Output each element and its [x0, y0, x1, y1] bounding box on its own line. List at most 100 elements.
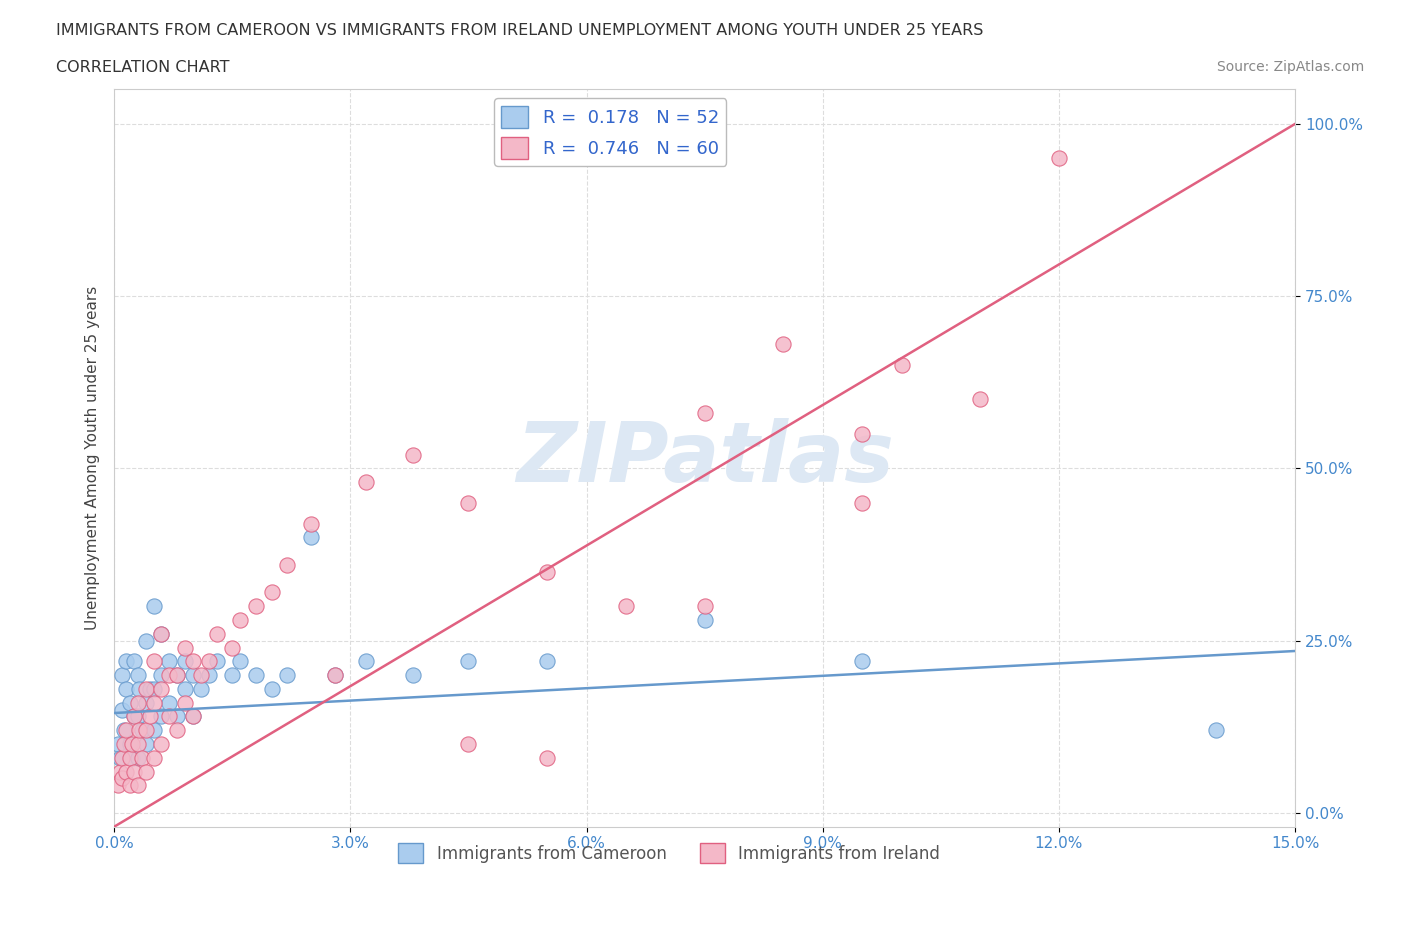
Point	[127, 696, 149, 711]
Point	[127, 751, 149, 765]
Point	[111, 668, 134, 683]
Point	[693, 613, 716, 628]
Point	[174, 696, 197, 711]
Point	[402, 668, 425, 683]
Point	[142, 682, 165, 697]
Point	[157, 696, 180, 711]
Point	[181, 654, 204, 669]
Legend: Immigrants from Cameroon, Immigrants from Ireland: Immigrants from Cameroon, Immigrants fro…	[392, 836, 946, 870]
Point	[122, 764, 145, 779]
Point	[299, 530, 322, 545]
Point	[111, 771, 134, 786]
Point	[181, 668, 204, 683]
Point	[142, 696, 165, 711]
Point	[1047, 151, 1070, 166]
Point	[127, 668, 149, 683]
Point	[457, 496, 479, 511]
Point	[693, 405, 716, 420]
Point	[221, 668, 243, 683]
Point	[851, 496, 873, 511]
Point	[245, 668, 267, 683]
Point	[166, 668, 188, 683]
Point	[1205, 723, 1227, 737]
Point	[118, 777, 141, 792]
Point	[138, 709, 160, 724]
Point	[135, 633, 157, 648]
Point	[157, 668, 180, 683]
Point	[135, 682, 157, 697]
Text: CORRELATION CHART: CORRELATION CHART	[56, 60, 229, 75]
Point	[112, 723, 135, 737]
Point	[150, 668, 173, 683]
Point	[142, 723, 165, 737]
Point	[221, 640, 243, 655]
Point	[197, 654, 219, 669]
Point	[121, 737, 143, 751]
Point	[122, 654, 145, 669]
Point	[150, 626, 173, 641]
Point	[174, 654, 197, 669]
Point	[276, 668, 298, 683]
Point	[157, 709, 180, 724]
Point	[127, 777, 149, 792]
Point	[122, 709, 145, 724]
Point	[150, 682, 173, 697]
Point	[354, 474, 377, 489]
Point	[772, 337, 794, 352]
Point	[969, 392, 991, 407]
Point	[107, 777, 129, 792]
Point	[142, 599, 165, 614]
Text: IMMIGRANTS FROM CAMEROON VS IMMIGRANTS FROM IRELAND UNEMPLOYMENT AMONG YOUTH UND: IMMIGRANTS FROM CAMEROON VS IMMIGRANTS F…	[56, 23, 984, 38]
Point	[166, 709, 188, 724]
Point	[276, 557, 298, 572]
Point	[323, 668, 346, 683]
Point	[128, 723, 150, 737]
Point	[135, 764, 157, 779]
Point	[536, 751, 558, 765]
Point	[150, 626, 173, 641]
Point	[260, 585, 283, 600]
Point	[150, 709, 173, 724]
Point	[121, 751, 143, 765]
Point	[122, 709, 145, 724]
Point	[118, 696, 141, 711]
Point	[150, 737, 173, 751]
Point	[536, 565, 558, 579]
Point	[245, 599, 267, 614]
Point	[190, 682, 212, 697]
Point	[457, 737, 479, 751]
Point	[205, 626, 228, 641]
Point	[354, 654, 377, 669]
Point	[127, 737, 149, 751]
Point	[197, 668, 219, 683]
Point	[115, 764, 138, 779]
Point	[110, 764, 132, 779]
Point	[323, 668, 346, 683]
Point	[142, 751, 165, 765]
Point	[118, 737, 141, 751]
Y-axis label: Unemployment Among Youth under 25 years: Unemployment Among Youth under 25 years	[86, 286, 100, 631]
Point	[402, 447, 425, 462]
Point	[457, 654, 479, 669]
Point	[229, 654, 252, 669]
Point	[135, 696, 157, 711]
Point	[205, 654, 228, 669]
Point	[131, 751, 153, 765]
Text: Source: ZipAtlas.com: Source: ZipAtlas.com	[1216, 60, 1364, 74]
Point	[174, 640, 197, 655]
Point	[115, 654, 138, 669]
Point	[174, 682, 197, 697]
Point	[260, 682, 283, 697]
Point	[110, 751, 132, 765]
Point	[181, 709, 204, 724]
Point	[166, 723, 188, 737]
Point	[115, 723, 138, 737]
Point	[112, 737, 135, 751]
Point	[693, 599, 716, 614]
Point	[111, 751, 134, 765]
Point	[536, 654, 558, 669]
Point	[157, 654, 180, 669]
Point	[299, 516, 322, 531]
Point	[128, 682, 150, 697]
Point	[166, 668, 188, 683]
